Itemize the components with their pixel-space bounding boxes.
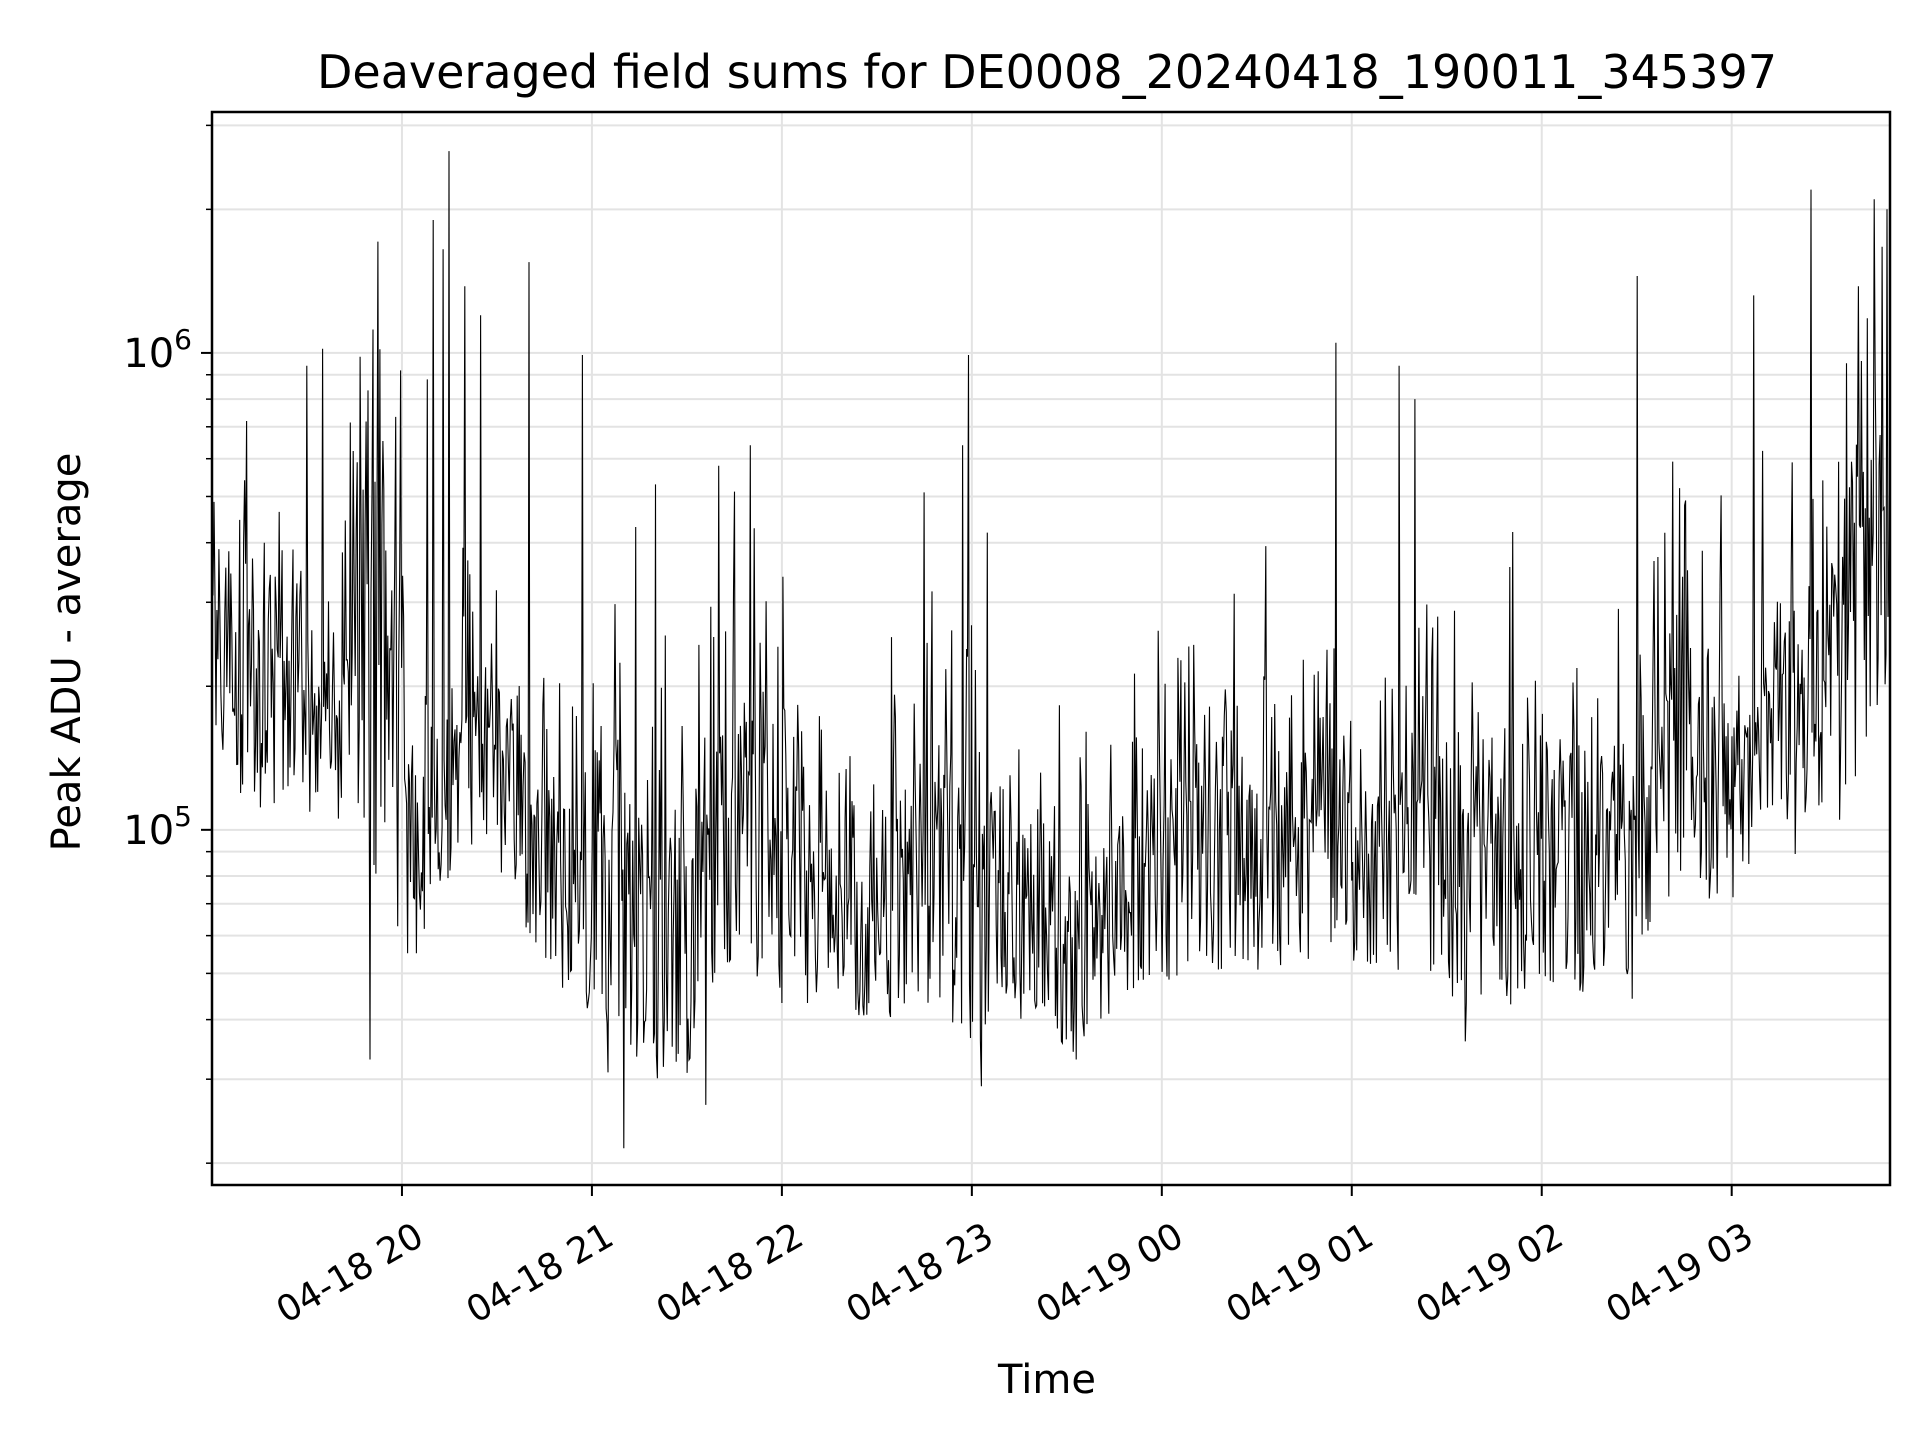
chart-title: Deaveraged field sums for DE0008_2024041…: [317, 45, 1777, 99]
plot-area-frame: [210, 110, 1892, 1187]
y-axis-label: Peak ADU - average: [44, 453, 90, 852]
series-layer: [211, 151, 1891, 1149]
x-axis-label: Time: [997, 1357, 1096, 1403]
series-line: [211, 151, 1891, 1149]
y-tick-label: 106: [123, 323, 192, 377]
y-tick-label: 105: [123, 800, 192, 854]
